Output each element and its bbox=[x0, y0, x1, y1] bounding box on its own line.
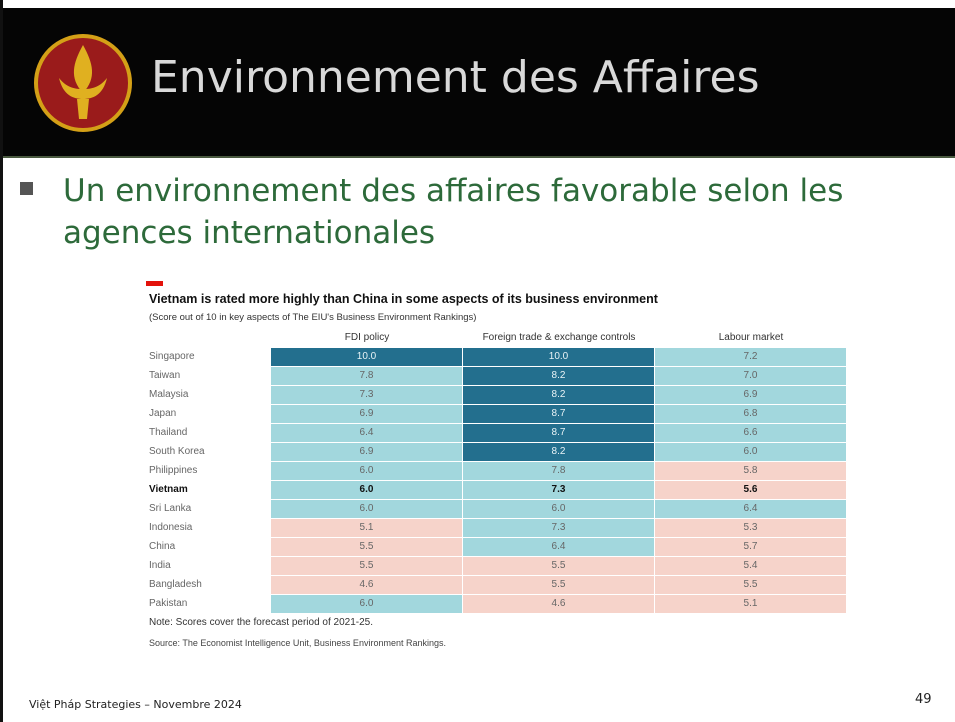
bullet-marker bbox=[20, 182, 33, 195]
table-cell: 6.6 bbox=[655, 424, 846, 442]
table-cell: 10.0 bbox=[271, 348, 462, 366]
row-label: Vietnam bbox=[149, 484, 188, 495]
row-label: Japan bbox=[149, 408, 177, 419]
row-label: Taiwan bbox=[149, 370, 181, 381]
table-cell: 5.6 bbox=[655, 481, 846, 499]
table-cell: 7.3 bbox=[463, 519, 654, 537]
row-label: China bbox=[149, 541, 176, 552]
table-cell: 5.8 bbox=[655, 462, 846, 480]
row-label: Sri Lanka bbox=[149, 503, 192, 514]
table-cell: 8.7 bbox=[463, 405, 654, 423]
footer: Việt Pháp Strategies – Novembre 2024 bbox=[29, 698, 242, 711]
page-number: 49 bbox=[915, 692, 932, 707]
row-label: Bangladesh bbox=[149, 579, 202, 590]
row-label: Malaysia bbox=[149, 389, 189, 400]
row-label: Philippines bbox=[149, 465, 198, 476]
table-cell: 6.0 bbox=[271, 462, 462, 480]
table-cell: 7.3 bbox=[271, 386, 462, 404]
table-cell: 5.3 bbox=[655, 519, 846, 537]
table-cell: 7.2 bbox=[655, 348, 846, 366]
table-cell: 8.7 bbox=[463, 424, 654, 442]
table-cell: 6.9 bbox=[271, 443, 462, 461]
table-cell: 8.2 bbox=[463, 367, 654, 385]
table-cell: 6.0 bbox=[271, 500, 462, 518]
table-cell: 6.4 bbox=[463, 538, 654, 556]
table-cell: 5.5 bbox=[463, 576, 654, 594]
table-cell: 5.7 bbox=[655, 538, 846, 556]
header-band bbox=[3, 8, 955, 158]
column-header: FDI policy bbox=[344, 332, 390, 343]
table-cell: 6.9 bbox=[271, 405, 462, 423]
logo bbox=[34, 34, 132, 132]
table-cell: 4.6 bbox=[463, 595, 654, 613]
table-note: Note: Scores cover the forecast period o… bbox=[149, 617, 374, 628]
accent-bar bbox=[146, 281, 163, 286]
table-cell: 5.5 bbox=[271, 538, 462, 556]
table-cell: 7.8 bbox=[463, 462, 654, 480]
table-cell: 6.9 bbox=[655, 386, 846, 404]
row-label: South Korea bbox=[149, 446, 205, 457]
slide-title: Environnement des Affaires bbox=[151, 52, 760, 103]
table-cell: 5.4 bbox=[655, 557, 846, 575]
table-cell: 5.1 bbox=[271, 519, 462, 537]
table-cell: 6.4 bbox=[655, 500, 846, 518]
table-title: Vietnam is rated more highly than China … bbox=[149, 292, 658, 306]
table-cell: 8.2 bbox=[463, 443, 654, 461]
column-header: Labour market bbox=[718, 332, 784, 343]
table-cell: 5.5 bbox=[271, 557, 462, 575]
row-label: Pakistan bbox=[149, 598, 188, 609]
row-label: Indonesia bbox=[149, 522, 193, 533]
table-cell: 8.2 bbox=[463, 386, 654, 404]
bullet-text: Un environnement des affaires favorable … bbox=[63, 173, 844, 251]
table-cell: 6.4 bbox=[271, 424, 462, 442]
row-label: Thailand bbox=[149, 427, 188, 438]
table-cell: 6.0 bbox=[655, 443, 846, 461]
table-cell: 6.0 bbox=[271, 481, 462, 499]
column-header: Foreign trade & exchange controls bbox=[482, 332, 636, 343]
table-cell: 5.5 bbox=[655, 576, 846, 594]
table-cell: 7.0 bbox=[655, 367, 846, 385]
table-cell: 4.6 bbox=[271, 576, 462, 594]
table-source: Source: The Economist Intelligence Unit,… bbox=[149, 638, 446, 648]
table-cell: 7.3 bbox=[463, 481, 654, 499]
table-subtitle: (Score out of 10 in key aspects of The E… bbox=[149, 312, 477, 323]
table-cell: 5.5 bbox=[463, 557, 654, 575]
row-label: Singapore bbox=[149, 351, 195, 362]
table-cell: 10.0 bbox=[463, 348, 654, 366]
table-cell: 6.8 bbox=[655, 405, 846, 423]
table-cell: 6.0 bbox=[463, 500, 654, 518]
row-label: India bbox=[149, 560, 171, 571]
table-cell: 5.1 bbox=[655, 595, 846, 613]
table-cell: 6.0 bbox=[271, 595, 462, 613]
table-cell: 7.8 bbox=[271, 367, 462, 385]
